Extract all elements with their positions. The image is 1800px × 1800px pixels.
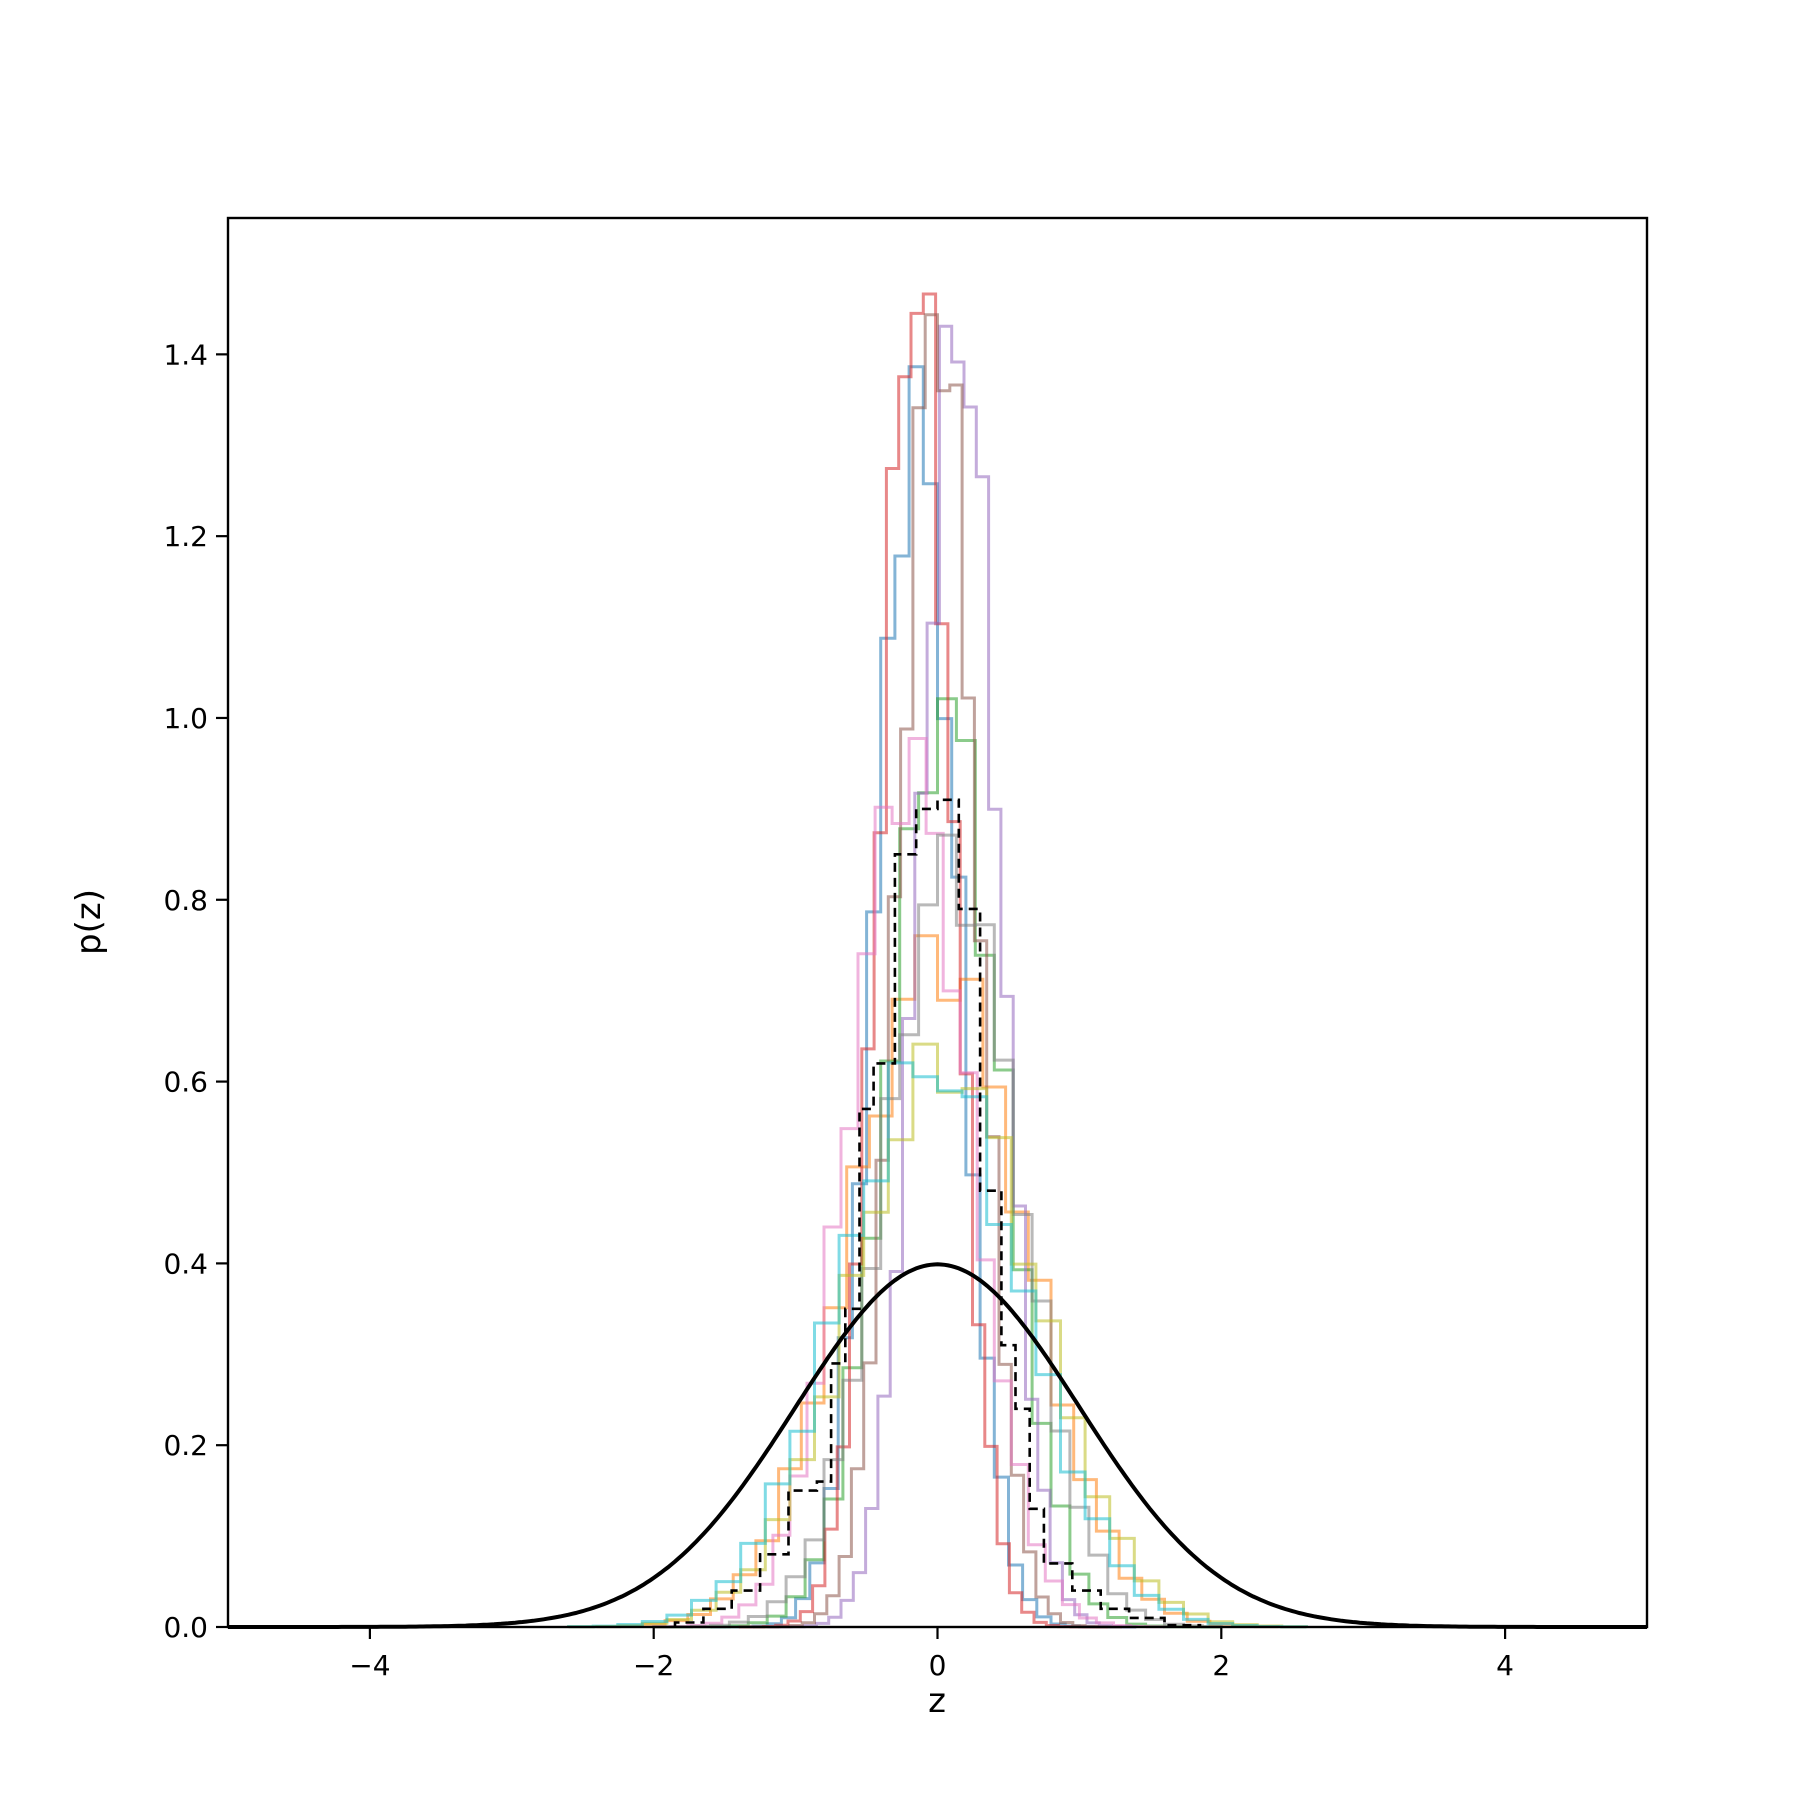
x-tick-label: 4	[1496, 1649, 1514, 1682]
histogram-series-9	[567, 1042, 1308, 1629]
histogram-layer	[567, 292, 1308, 1629]
x-axis-label: z	[928, 1681, 946, 1721]
y-tick-label: 0.0	[163, 1611, 208, 1644]
y-axis-label: p(z)	[69, 889, 109, 955]
x-tick-label: −2	[633, 1649, 674, 1682]
normal-pdf-curve	[228, 1262, 1647, 1629]
y-tick-label: 0.8	[163, 884, 208, 917]
aggregate-histogram-layer	[673, 798, 1202, 1627]
y-tick-label: 1.0	[163, 702, 208, 735]
y-tick-label: 0.2	[163, 1429, 208, 1462]
plot-area	[228, 292, 1647, 1629]
x-tick-label: −4	[349, 1649, 390, 1682]
histogram-series-6	[753, 313, 1122, 1629]
plot-frame	[226, 216, 1649, 1629]
histogram-series-10	[567, 1061, 1308, 1629]
y-tick-label: 0.6	[163, 1066, 208, 1099]
histogram-series-2	[595, 934, 1280, 1629]
y-tick-label: 1.2	[163, 520, 208, 553]
histogram-series-8	[652, 833, 1223, 1629]
histogram-series-5	[767, 324, 1138, 1629]
reference-curve-layer	[228, 1262, 1647, 1629]
histogram-series-7	[652, 737, 1166, 1629]
histogram-series-4	[738, 292, 1108, 1629]
aggregate-histogram	[673, 798, 1202, 1627]
y-axis-ticks: 0.0 0.2 0.4 0.6 0.8 1.0 1.2 1.4	[163, 338, 228, 1644]
x-tick-label: 2	[1212, 1649, 1230, 1682]
y-tick-label: 0.4	[163, 1247, 208, 1280]
x-tick-label: 0	[929, 1649, 947, 1682]
histogram-series-3	[653, 697, 1222, 1629]
x-axis-ticks: −4 −2 0 2 4	[349, 1627, 1514, 1682]
y-tick-label: 1.4	[163, 338, 208, 371]
